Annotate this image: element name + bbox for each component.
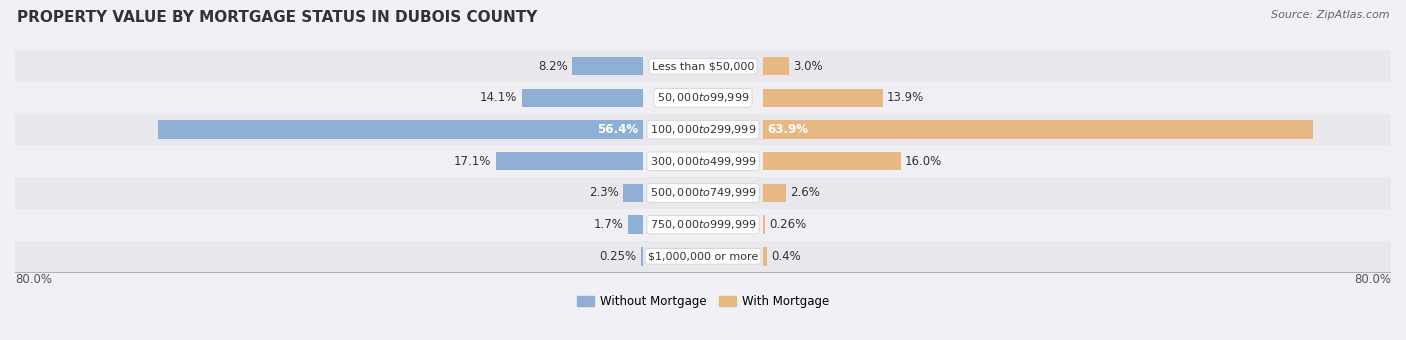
Bar (522, 89, 643, 107)
Text: 80.0%: 80.0% (1354, 273, 1391, 286)
Text: 2.3%: 2.3% (589, 186, 619, 200)
Text: $300,000 to $499,999: $300,000 to $499,999 (650, 155, 756, 168)
Text: PROPERTY VALUE BY MORTGAGE STATUS IN DUBOIS COUNTY: PROPERTY VALUE BY MORTGAGE STATUS IN DUB… (17, 10, 537, 25)
Bar (763, 120, 1313, 139)
Bar (15, 146, 1406, 177)
Text: 3.0%: 3.0% (793, 60, 823, 73)
Bar (15, 82, 1406, 114)
Bar (15, 114, 1406, 146)
Bar (15, 177, 1406, 209)
Bar (763, 89, 883, 107)
Text: 0.25%: 0.25% (599, 250, 637, 263)
Text: $100,000 to $299,999: $100,000 to $299,999 (650, 123, 756, 136)
Text: 16.0%: 16.0% (905, 155, 942, 168)
Bar (763, 57, 789, 75)
Text: $750,000 to $999,999: $750,000 to $999,999 (650, 218, 756, 231)
Bar (763, 247, 766, 266)
Bar (763, 184, 786, 202)
Text: 2.6%: 2.6% (790, 186, 820, 200)
Text: 63.9%: 63.9% (768, 123, 808, 136)
Text: $50,000 to $99,999: $50,000 to $99,999 (657, 91, 749, 104)
Text: 0.4%: 0.4% (770, 250, 800, 263)
Text: Less than $50,000: Less than $50,000 (652, 61, 754, 71)
Text: 8.2%: 8.2% (538, 60, 568, 73)
Bar (628, 216, 643, 234)
Bar (15, 50, 1406, 82)
Bar (572, 57, 643, 75)
Bar (157, 120, 643, 139)
Text: 17.1%: 17.1% (454, 155, 492, 168)
Text: $1,000,000 or more: $1,000,000 or more (648, 251, 758, 261)
Text: $500,000 to $749,999: $500,000 to $749,999 (650, 186, 756, 200)
Bar (641, 247, 643, 266)
Bar (623, 184, 643, 202)
Text: 80.0%: 80.0% (15, 273, 52, 286)
Text: 0.26%: 0.26% (769, 218, 807, 231)
Legend: Without Mortgage, With Mortgage: Without Mortgage, With Mortgage (572, 290, 834, 313)
Text: 13.9%: 13.9% (887, 91, 924, 104)
Bar (763, 152, 901, 170)
Bar (15, 209, 1406, 240)
Text: 1.7%: 1.7% (593, 218, 624, 231)
Text: 14.1%: 14.1% (479, 91, 517, 104)
Bar (15, 240, 1406, 272)
Bar (496, 152, 643, 170)
Text: Source: ZipAtlas.com: Source: ZipAtlas.com (1271, 10, 1389, 20)
Bar (763, 216, 765, 234)
Text: 56.4%: 56.4% (598, 123, 638, 136)
